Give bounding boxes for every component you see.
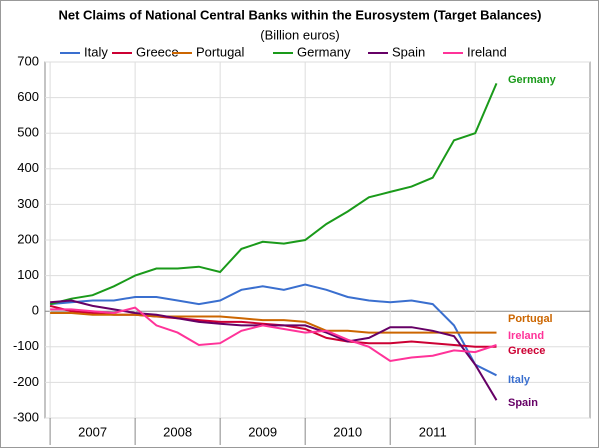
series-line xyxy=(49,83,498,306)
end-label: Ireland xyxy=(508,330,544,342)
end-label: Spain xyxy=(508,397,538,409)
chart-subtitle: (Billion euros) xyxy=(260,27,339,42)
legend-label: Greece xyxy=(136,44,179,59)
series-line xyxy=(50,312,497,334)
chart-title: Net Claims of National Central Banks wit… xyxy=(58,7,541,22)
x-tick-label: 2007 xyxy=(78,424,107,439)
end-label: Germany xyxy=(508,74,557,86)
legend-label: Germany xyxy=(297,44,351,59)
y-tick-label: -200 xyxy=(13,374,39,389)
legend-label: Italy xyxy=(84,44,108,59)
x-tick-label: 2009 xyxy=(248,424,277,439)
legend-label: Portugal xyxy=(196,44,245,59)
x-tick-label: 2008 xyxy=(163,424,192,439)
legend-label: Spain xyxy=(392,44,425,59)
legend-label: Ireland xyxy=(467,44,507,59)
y-tick-label: 400 xyxy=(17,160,39,175)
x-tick-label: 2010 xyxy=(333,424,362,439)
y-tick-label: 500 xyxy=(17,125,39,140)
series-line xyxy=(50,306,497,363)
end-label: Greece xyxy=(508,345,545,357)
y-tick-label: 700 xyxy=(17,53,39,68)
y-tick-label: 600 xyxy=(17,89,39,104)
end-label: Portugal xyxy=(508,313,553,325)
y-tick-label: 0 xyxy=(32,303,39,318)
y-tick-label: 100 xyxy=(17,267,39,282)
y-tick-label: 300 xyxy=(17,196,39,211)
x-tick-label: 2011 xyxy=(419,424,447,439)
y-tick-label: 200 xyxy=(17,231,39,246)
y-tick-label: -100 xyxy=(13,338,39,353)
y-tick-label: -300 xyxy=(13,409,39,424)
series-line xyxy=(50,283,497,377)
end-label: Italy xyxy=(508,374,531,386)
